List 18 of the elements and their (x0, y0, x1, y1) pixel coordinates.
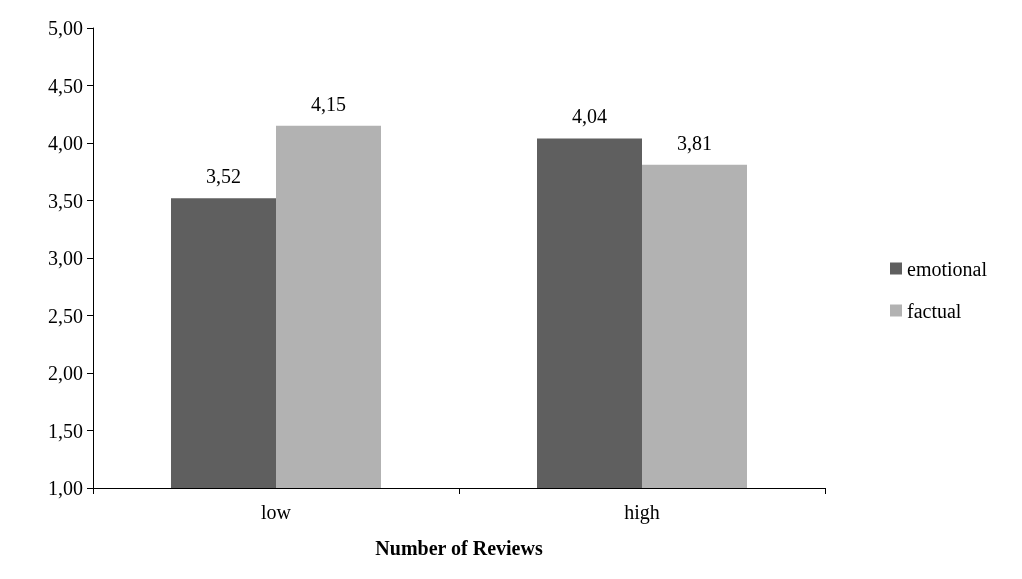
data-label: 4,04 (572, 105, 607, 128)
y-tick-label: 3,00 (48, 247, 83, 269)
y-tick-label: 4,00 (48, 132, 83, 154)
x-tick-label: low (261, 501, 292, 523)
y-tick-label: 5,00 (48, 17, 83, 39)
legend-label: factual (907, 299, 962, 322)
y-tick-label: 3,50 (48, 189, 83, 212)
y-tick-label: 2,00 (48, 362, 83, 384)
data-label: 3,52 (206, 165, 241, 188)
legend-label: emotional (907, 257, 988, 280)
y-tick-label: 4,50 (48, 74, 83, 97)
y-tick-label: 1,00 (48, 477, 83, 499)
x-tick-label: high (624, 501, 660, 524)
data-label: 3,81 (677, 131, 712, 154)
x-axis-title: Number of Reviews (375, 537, 543, 559)
y-tick-label: 2,50 (48, 304, 83, 327)
data-label: 4,15 (311, 92, 346, 115)
y-tick-label: 1,50 (48, 419, 83, 442)
